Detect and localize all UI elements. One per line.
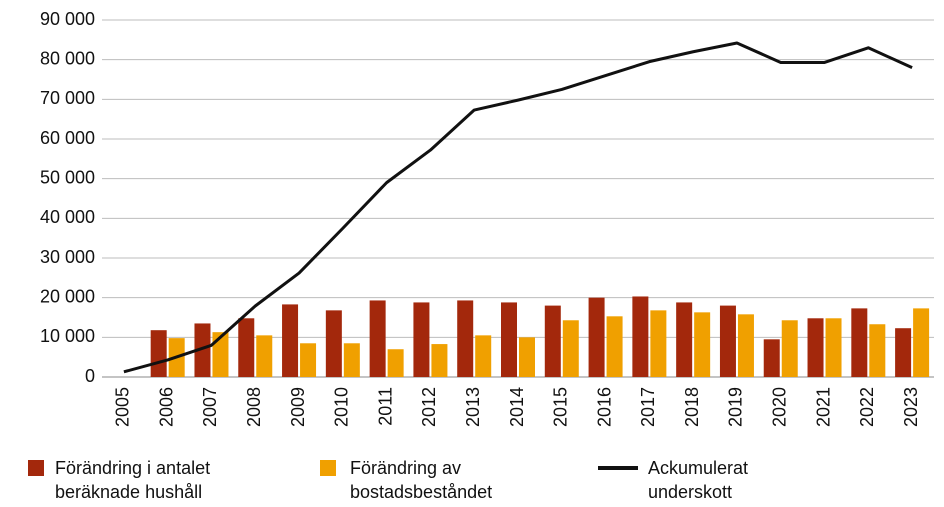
bar — [150, 330, 167, 377]
bar — [519, 337, 535, 377]
bar — [413, 302, 430, 377]
legend-label: Ackumulerat underskott — [648, 458, 749, 502]
y-tick-label: 20 000 — [40, 286, 95, 306]
bar — [238, 318, 255, 377]
x-tick-label: 2010 — [332, 387, 352, 427]
bar — [807, 318, 824, 377]
bar — [562, 320, 579, 377]
bar — [676, 302, 693, 377]
y-tick-label: 90 000 — [40, 9, 95, 29]
bar — [632, 296, 649, 377]
bar — [325, 310, 342, 377]
chart: 0 10 000 20 000 30 000 40 000 50 000 60 000 70 … — [40, 9, 934, 427]
bar — [869, 324, 886, 377]
bar — [343, 343, 360, 377]
x-tick-label: 2017 — [638, 387, 658, 427]
x-tick-label: 2023 — [901, 387, 921, 427]
y-tick-label: 40 000 — [40, 207, 95, 227]
x-tick-label: 2014 — [507, 387, 527, 427]
legend-swatch — [28, 460, 44, 476]
bar — [300, 343, 317, 377]
line — [123, 41, 913, 374]
x-tick-label: 2016 — [594, 387, 614, 427]
legend-label: Förändring av bostadsbeståndet — [350, 458, 493, 502]
bar — [737, 314, 754, 377]
bar — [282, 304, 299, 377]
x-tick-label: 2006 — [156, 387, 176, 427]
bar — [781, 320, 798, 377]
x-tick-label: 2021 — [813, 387, 833, 427]
bar — [256, 335, 273, 377]
bar — [913, 308, 930, 377]
x-tick-label: 2005 — [113, 387, 133, 427]
bar — [895, 328, 912, 377]
x-tick-label: 2009 — [288, 387, 308, 427]
x-tick-label: 2008 — [244, 387, 264, 427]
x-tick-label: 2020 — [769, 387, 789, 427]
y-tick-label: 70 000 — [40, 88, 95, 108]
y-tick-label: 50 000 — [40, 167, 95, 187]
legend-label: Förändring i antalet beräknade hushåll — [55, 458, 211, 502]
bar — [825, 318, 842, 377]
bar — [212, 332, 229, 377]
bar — [194, 323, 211, 377]
bar — [763, 339, 780, 377]
bar — [369, 300, 386, 377]
legend: Förändring i antalet beräknade hushåll Fö… — [0, 456, 944, 506]
bar — [457, 300, 474, 377]
bar — [694, 312, 711, 377]
x-tick-label: 2018 — [682, 387, 702, 427]
bar — [387, 349, 404, 377]
x-tick-label: 2022 — [857, 387, 877, 427]
bar — [719, 305, 736, 377]
x-tick-label: 2007 — [200, 387, 220, 427]
y-tick-label: 60 000 — [40, 128, 95, 148]
y-tick-label: 80 000 — [40, 48, 95, 68]
bar — [431, 344, 448, 377]
bar — [501, 302, 517, 377]
x-tick-label: 2011 — [375, 387, 395, 426]
bar — [851, 308, 868, 377]
bar — [588, 297, 605, 377]
y-tick-label: 0 — [85, 366, 95, 386]
y-tick-label: 10 000 — [40, 326, 95, 346]
bar — [650, 310, 667, 377]
x-tick-label: 2012 — [419, 387, 439, 427]
bar — [475, 335, 492, 377]
legend-swatch — [598, 466, 638, 470]
bar — [606, 316, 623, 377]
legend-swatch — [320, 460, 336, 476]
x-tick-label: 2013 — [463, 387, 483, 427]
y-tick-label: 30 000 — [40, 247, 95, 267]
bar — [544, 305, 561, 377]
x-tick-label: 2015 — [551, 387, 571, 427]
x-tick-label: 2019 — [726, 387, 746, 427]
